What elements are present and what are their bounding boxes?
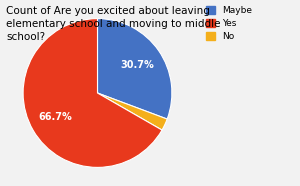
Text: 66.7%: 66.7%: [39, 112, 73, 122]
Text: Count of Are you excited about leaving
elementary school and moving to middle
sc: Count of Are you excited about leaving e…: [6, 6, 220, 42]
Legend: Maybe, Yes, No: Maybe, Yes, No: [204, 4, 254, 43]
Text: 30.7%: 30.7%: [120, 60, 154, 70]
Wedge shape: [98, 19, 172, 119]
Wedge shape: [23, 19, 162, 167]
Wedge shape: [98, 93, 167, 130]
